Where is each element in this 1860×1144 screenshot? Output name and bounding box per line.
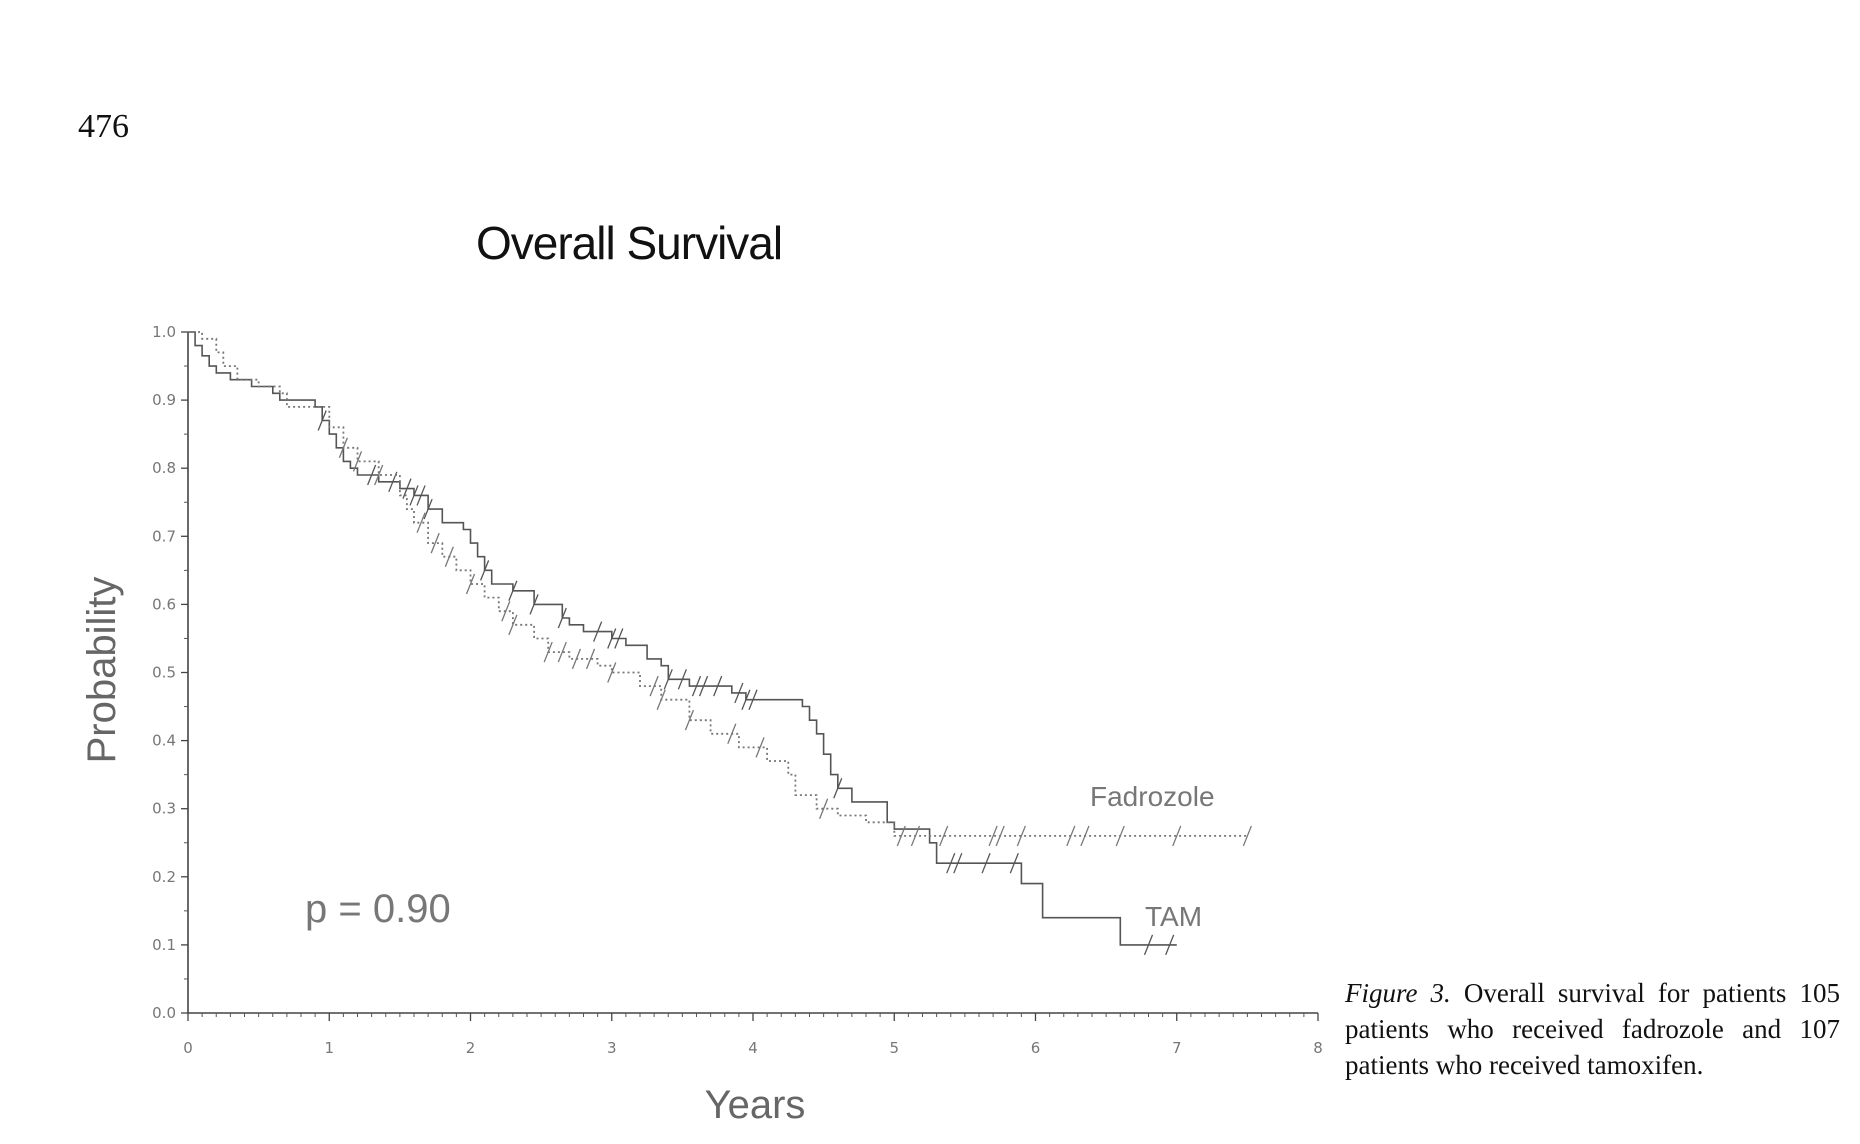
series-tam — [188, 331, 1177, 956]
censor-mark-tam — [402, 478, 412, 499]
censor-mark-fadrozole — [656, 689, 666, 710]
page-number: 476 — [78, 108, 129, 145]
figure-caption: Figure 3. Overall survival for patients … — [1345, 975, 1840, 1083]
y-tick-label: 0.2 — [152, 868, 176, 886]
series-line-fadrozole — [188, 331, 1248, 837]
censor-mark-fadrozole — [501, 600, 511, 622]
figure-caption-text: Overall survival for patients 105 patien… — [1345, 978, 1840, 1080]
censor-mark-fadrozole — [727, 723, 737, 745]
censor-mark-fadrozole — [995, 825, 1005, 847]
censor-mark-tam — [1165, 934, 1175, 956]
x-tick-label: 2 — [466, 1039, 476, 1057]
censor-mark-fadrozole — [684, 709, 695, 731]
censor-mark-fadrozole — [1172, 825, 1182, 847]
censor-mark-tam — [1009, 852, 1019, 874]
censor-mark-fadrozole — [543, 641, 553, 663]
censor-mark-fadrozole — [1242, 825, 1252, 847]
censor-mark-tam — [734, 682, 744, 704]
censor-mark-tam — [367, 464, 377, 486]
censor-mark-fadrozole — [444, 546, 454, 567]
legend-fadrozole: Fadrozole — [1090, 781, 1215, 812]
legend-tam: TAM — [1145, 901, 1202, 932]
censor-mark-tam — [698, 675, 709, 697]
censor-mark-fadrozole — [430, 532, 440, 554]
censor-mark-tam — [614, 628, 624, 649]
x-tick-label: 1 — [324, 1039, 334, 1057]
censor-mark-tam — [557, 607, 567, 629]
censor-mark-tam — [691, 675, 702, 697]
series-line-tam — [188, 331, 1177, 946]
censor-mark-fadrozole — [352, 451, 363, 472]
censor-mark-fadrozole — [939, 825, 949, 847]
x-tick-label: 8 — [1313, 1039, 1323, 1057]
censor-mark-fadrozole — [649, 675, 659, 697]
censor-mark-tam — [953, 852, 963, 874]
censor-mark-tam — [1143, 934, 1154, 956]
censor-mark-fadrozole — [607, 662, 617, 683]
censor-mark-tam — [833, 778, 843, 799]
censor-mark-tam — [480, 560, 490, 581]
censor-mark-tam — [981, 852, 991, 874]
y-tick-label: 0.3 — [152, 800, 176, 818]
censor-mark-fadrozole — [1016, 825, 1026, 847]
censor-mark-tam — [748, 689, 758, 710]
censor-mark-tam — [713, 675, 723, 697]
censor-mark-fadrozole — [338, 437, 348, 459]
y-tick-label: 0.9 — [152, 391, 176, 409]
censor-mark-fadrozole — [465, 573, 476, 595]
censor-mark-fadrozole — [571, 648, 582, 670]
y-tick-label: 0.8 — [152, 459, 176, 477]
censor-mark-tam — [529, 594, 539, 615]
censor-mark-tam — [423, 498, 433, 520]
censor-mark-fadrozole — [896, 825, 906, 847]
x-tick-label: 6 — [1031, 1039, 1041, 1057]
censor-mark-tam — [593, 621, 603, 642]
y-tick-label: 0.0 — [152, 1004, 176, 1022]
x-tick-label: 4 — [748, 1039, 758, 1057]
censor-mark-tam — [409, 485, 419, 506]
censor-mark-tam — [946, 852, 956, 874]
censor-mark-tam — [663, 669, 673, 690]
censor-mark-fadrozole — [1080, 825, 1090, 847]
figure-label: Figure 3. — [1345, 978, 1451, 1008]
censor-mark-fadrozole — [508, 614, 518, 636]
y-tick-label: 0.7 — [152, 527, 176, 545]
censor-mark-fadrozole — [988, 825, 998, 847]
censor-mark-tam — [416, 485, 426, 506]
censor-mark-fadrozole — [1115, 825, 1125, 847]
y-axis-title: Probability — [80, 577, 124, 764]
censor-mark-fadrozole — [910, 825, 921, 847]
censor-mark-fadrozole — [1066, 825, 1076, 847]
censor-mark-fadrozole — [755, 737, 765, 758]
series-fadrozole — [188, 331, 1252, 847]
p-value-annotation: p = 0.90 — [305, 887, 451, 931]
y-tick-label: 1.0 — [152, 323, 176, 341]
censor-mark-fadrozole — [416, 512, 426, 533]
chart-title: Overall Survival — [476, 217, 783, 269]
censor-mark-tam — [317, 410, 327, 431]
x-tick-label: 7 — [1172, 1039, 1182, 1057]
x-axis-title: Years — [705, 1083, 806, 1127]
y-tick-label: 0.4 — [152, 732, 176, 750]
censor-mark-fadrozole — [374, 464, 384, 486]
censor-mark-fadrozole — [585, 648, 596, 670]
series-layer — [188, 331, 1252, 956]
x-tick-label: 3 — [607, 1039, 617, 1057]
censor-mark-fadrozole — [819, 798, 829, 819]
censor-mark-tam — [677, 669, 687, 690]
y-tick-label: 0.5 — [152, 664, 176, 682]
axes: 0 1 2 3 4 5 6 7 8 0.0 0.1 0.2 0.3 0.4 0.5 0.6 0.7 0.8 0.9 1… — [152, 323, 1323, 1057]
y-tick-label: 0.6 — [152, 595, 176, 613]
x-tick-label: 5 — [889, 1039, 899, 1057]
censor-mark-tam — [607, 628, 617, 649]
x-tick-label: 0 — [183, 1039, 193, 1057]
censor-mark-tam — [741, 689, 751, 710]
y-tick-label: 0.1 — [152, 936, 176, 954]
censor-mark-fadrozole — [557, 641, 567, 663]
censor-mark-tam — [508, 580, 518, 602]
